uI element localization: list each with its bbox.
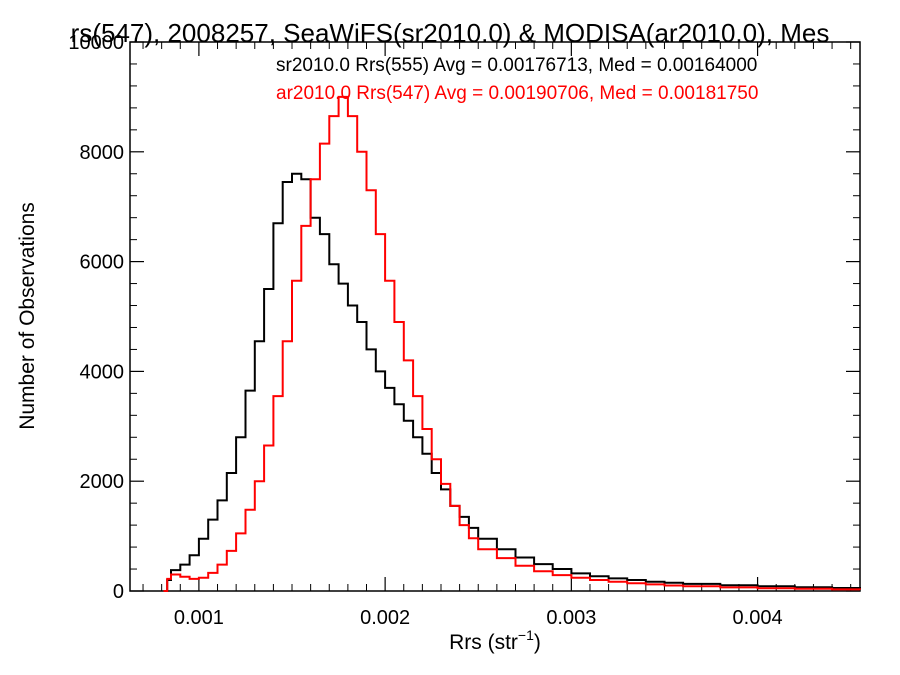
legend-entry-sr2010: sr2010.0 Rrs(555) Avg = 0.00176713, Med … bbox=[276, 55, 757, 76]
x-tick-label: 0.001 bbox=[174, 607, 224, 629]
chart-title: rs(547), 2008257, SeaWiFS(sr2010.0) & MO… bbox=[71, 18, 830, 48]
x-tick-label: 0.003 bbox=[546, 607, 596, 629]
x-tick-label: 0.002 bbox=[360, 607, 410, 629]
y-tick-label: 2000 bbox=[80, 471, 125, 493]
y-tick-label: 8000 bbox=[80, 142, 125, 164]
series-line-ar2010 bbox=[163, 95, 861, 592]
legend-entry-ar2010: ar2010.0 Rrs(547) Avg = 0.00190706, Med … bbox=[276, 83, 758, 104]
y-tick-label: 4000 bbox=[80, 361, 125, 383]
series-line-sr2010 bbox=[163, 172, 861, 592]
plot-frame bbox=[129, 41, 861, 592]
x-axis-title-main: Rrs (str bbox=[449, 631, 518, 654]
axis-ticks bbox=[130, 41, 860, 592]
x-axis-title: Rrs (str−1) bbox=[449, 627, 541, 654]
y-axis-title: Number of Observations bbox=[16, 202, 39, 430]
x-tick-label: 0.004 bbox=[733, 607, 783, 629]
x-axis-title-superscript: −1 bbox=[518, 627, 534, 643]
series-layer bbox=[163, 95, 861, 592]
y-tick-label: 10000 bbox=[68, 32, 124, 54]
y-tick-label: 0 bbox=[113, 581, 124, 603]
legend: sr2010.0 Rrs(555) Avg = 0.00176713, Med … bbox=[276, 55, 758, 104]
x-axis-title-close: ) bbox=[534, 631, 541, 654]
y-tick-label: 6000 bbox=[80, 252, 125, 274]
axis-tick-labels: 0.001 0.002 0.003 0.004 0 2000 4000 6000 8000 100… bbox=[68, 32, 782, 629]
